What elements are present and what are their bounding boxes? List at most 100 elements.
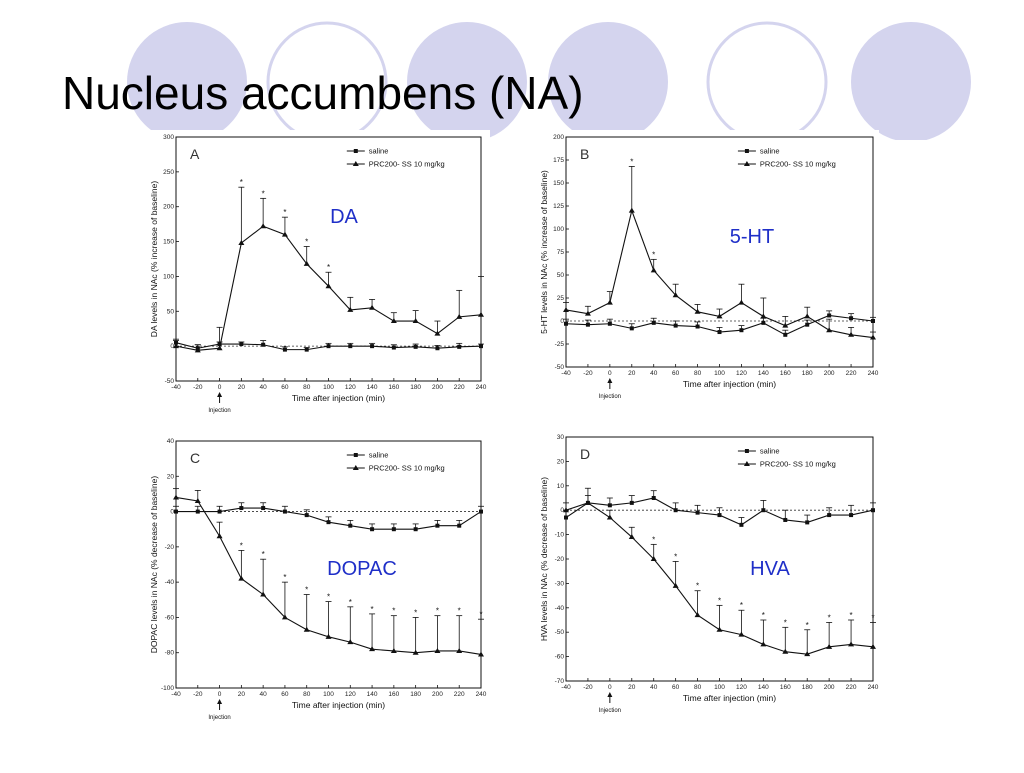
panel-annotation: DA [330, 206, 358, 228]
significance-star: * [371, 605, 374, 614]
significance-star: * [458, 607, 461, 616]
data-point [370, 344, 375, 349]
x-tick-label: 0 [608, 684, 612, 691]
data-point [826, 643, 833, 649]
data-point [607, 503, 612, 508]
x-tick-label: 40 [650, 370, 658, 377]
data-point [738, 631, 745, 637]
data-point [584, 310, 591, 316]
data-point [564, 515, 568, 520]
panel-letter: C [190, 450, 200, 466]
deco-circle [127, 22, 247, 140]
significance-star: * [262, 189, 265, 198]
x-tick-label: 60 [281, 384, 289, 391]
data-point [478, 311, 484, 317]
data-point [827, 313, 832, 318]
x-tick-label: 220 [846, 684, 857, 691]
x-axis-label: Time after injection (min) [683, 693, 776, 703]
data-point [694, 612, 701, 618]
legend-marker [743, 461, 750, 466]
data-point [629, 326, 634, 331]
x-tick-label: 80 [303, 384, 311, 391]
y-tick-label: 200 [553, 134, 564, 141]
figure-background [146, 430, 490, 730]
y-tick-label: -20 [555, 556, 565, 563]
x-tick-label: 200 [432, 691, 443, 698]
y-tick-label: -20 [165, 544, 175, 551]
data-point [738, 299, 745, 305]
x-tick-label: 160 [388, 691, 399, 698]
x-tick-label: 180 [410, 691, 421, 698]
panel-letter: A [190, 146, 200, 162]
data-point [871, 508, 875, 513]
data-point [434, 330, 441, 336]
significance-star: * [652, 250, 655, 259]
injection-arrowhead [607, 378, 613, 383]
data-point [391, 345, 396, 350]
y-tick-label: -10 [555, 532, 565, 539]
significance-star: * [784, 618, 787, 627]
significance-star: * [392, 607, 395, 616]
data-point [585, 322, 590, 327]
data-point [848, 641, 855, 647]
slide-title: Nucleus accumbens (NA) [62, 67, 584, 119]
data-point [761, 508, 766, 513]
data-point [628, 534, 635, 540]
x-tick-label: 40 [260, 384, 268, 391]
data-point [412, 318, 419, 324]
data-point [435, 346, 440, 351]
y-tick-label: 125 [553, 203, 564, 210]
x-tick-label: 60 [672, 370, 680, 377]
y-tick-label: 200 [163, 204, 174, 211]
data-point [761, 320, 766, 325]
chart-panel-a: -40 -20 0 20 40 60 80 100 120 140 160 180 200 220 240 -… [146, 130, 490, 420]
x-tick-label: 240 [476, 384, 487, 391]
data-point [804, 313, 811, 319]
significance-star: * [718, 596, 721, 605]
panel-annotation: DOPAC [327, 558, 397, 580]
data-point [849, 513, 854, 518]
figure-background [534, 430, 879, 730]
x-tick-label: 240 [868, 684, 879, 691]
data-point [651, 496, 656, 500]
significance-star: * [740, 601, 743, 610]
y-tick-label: -100 [161, 685, 174, 692]
legend-entry: PRC200- SS 10 mg/kg [760, 160, 836, 169]
data-point [304, 347, 309, 352]
injection-label: Injection [599, 394, 621, 400]
y-tick-label: -80 [165, 650, 175, 657]
y-tick-label: 50 [167, 308, 175, 315]
series-triangle: ** [563, 157, 876, 340]
data-point [326, 344, 331, 349]
data-point [303, 260, 310, 266]
data-point [827, 513, 832, 518]
data-point [870, 643, 876, 649]
data-point [370, 527, 375, 532]
data-point [563, 507, 569, 513]
data-point [369, 646, 376, 652]
data-point [760, 313, 767, 319]
x-tick-label: 20 [238, 384, 246, 391]
legend-entry: saline [760, 447, 780, 456]
y-tick-label: 100 [553, 226, 564, 233]
data-point [217, 509, 222, 514]
data-point [717, 330, 722, 335]
significance-star: * [828, 613, 831, 622]
x-tick-label: -40 [561, 684, 571, 691]
significance-star: * [305, 585, 308, 594]
x-tick-label: -40 [171, 691, 181, 698]
x-tick-label: 60 [672, 684, 680, 691]
data-point [871, 319, 875, 323]
legend-entry: saline [369, 451, 389, 460]
data-point [413, 344, 418, 349]
x-tick-label: 0 [218, 384, 222, 391]
data-point [650, 556, 657, 561]
panel-letter: D [580, 446, 590, 462]
y-tick-label: 150 [553, 180, 564, 187]
x-axis-label: Time after injection (min) [292, 393, 385, 403]
x-tick-label: -20 [583, 684, 593, 691]
deco-circle [407, 22, 527, 140]
significance-star: * [871, 613, 874, 622]
data-point [478, 651, 484, 657]
